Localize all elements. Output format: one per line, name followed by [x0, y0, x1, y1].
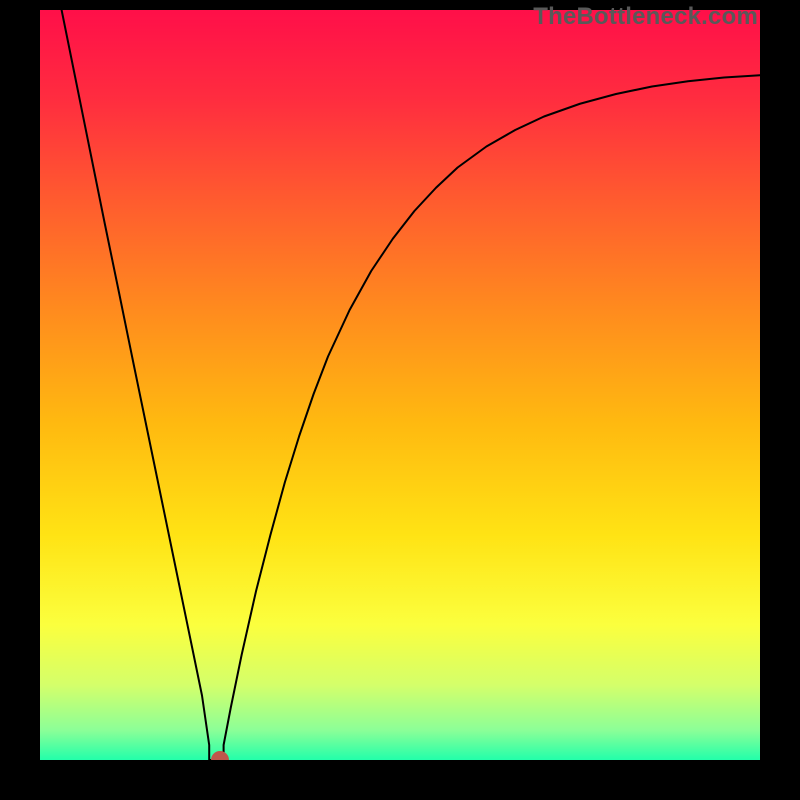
curve-line — [62, 10, 760, 760]
plot-area — [40, 10, 760, 760]
bottleneck-curve — [40, 10, 760, 760]
watermark-text: TheBottleneck.com — [533, 3, 758, 31]
